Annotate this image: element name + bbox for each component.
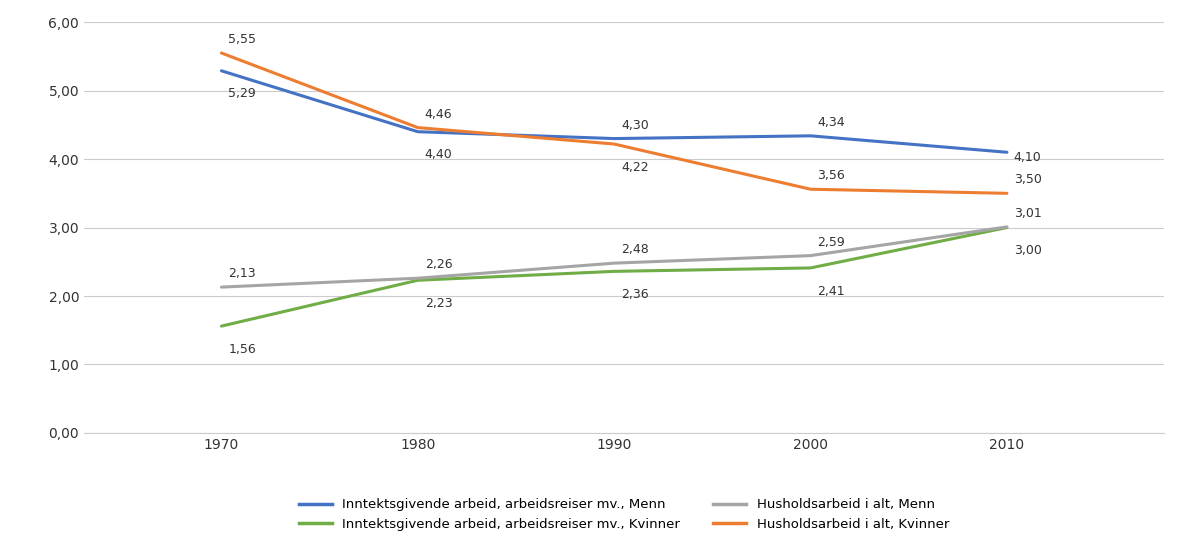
Text: 4,22: 4,22 [622, 161, 649, 174]
Text: 3,00: 3,00 [1014, 244, 1042, 257]
Text: 2,26: 2,26 [425, 258, 452, 271]
Text: 2,23: 2,23 [425, 297, 452, 310]
Legend: Inntektsgivende arbeid, arbeidsreiser mv., Menn, Inntektsgivende arbeid, arbeids: Inntektsgivende arbeid, arbeidsreiser mv… [294, 493, 954, 536]
Text: 3,50: 3,50 [1014, 173, 1042, 186]
Text: 5,55: 5,55 [228, 33, 257, 46]
Text: 4,46: 4,46 [425, 108, 452, 120]
Text: 2,59: 2,59 [817, 236, 845, 249]
Text: 1,56: 1,56 [228, 343, 256, 356]
Text: 4,40: 4,40 [425, 148, 452, 162]
Text: 3,01: 3,01 [1014, 207, 1042, 220]
Text: 2,13: 2,13 [228, 267, 256, 280]
Text: 2,48: 2,48 [622, 243, 649, 256]
Text: 2,36: 2,36 [622, 288, 649, 301]
Text: 3,56: 3,56 [817, 169, 845, 182]
Text: 4,34: 4,34 [817, 116, 845, 129]
Text: 5,29: 5,29 [228, 88, 256, 100]
Text: 4,10: 4,10 [1014, 152, 1042, 164]
Text: 2,41: 2,41 [817, 285, 845, 297]
Text: 4,30: 4,30 [622, 119, 649, 132]
